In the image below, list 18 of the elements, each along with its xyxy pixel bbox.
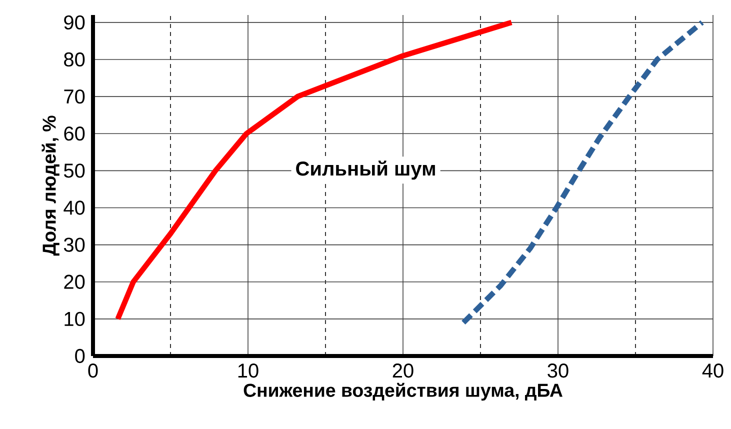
x-tick-label: 0	[88, 364, 98, 378]
y-tick-label: 40	[64, 200, 85, 215]
y-tick-label: 30	[64, 238, 85, 252]
x-tick-label: 40	[702, 364, 724, 378]
y-tick-label: 10	[64, 312, 85, 326]
y-tick-label: 50	[64, 164, 85, 178]
x-axis-title: Снижение воздействия шума, дБА	[244, 382, 562, 401]
y-axis-title: Доля людей, %	[42, 116, 60, 256]
y-tick-label: 90	[64, 15, 85, 30]
annotation: Сильный шум	[296, 160, 435, 180]
x-tick-label: 20	[392, 364, 414, 378]
x-tick-label: 10	[238, 364, 258, 378]
y-tick-label: 80	[64, 52, 85, 67]
y-tick-label: 0	[75, 348, 85, 364]
y-tick-label: 20	[64, 274, 85, 289]
y-tick-label: 60	[64, 126, 85, 141]
x-tick-label: 30	[548, 364, 568, 378]
y-tick-label: 70	[64, 89, 85, 104]
